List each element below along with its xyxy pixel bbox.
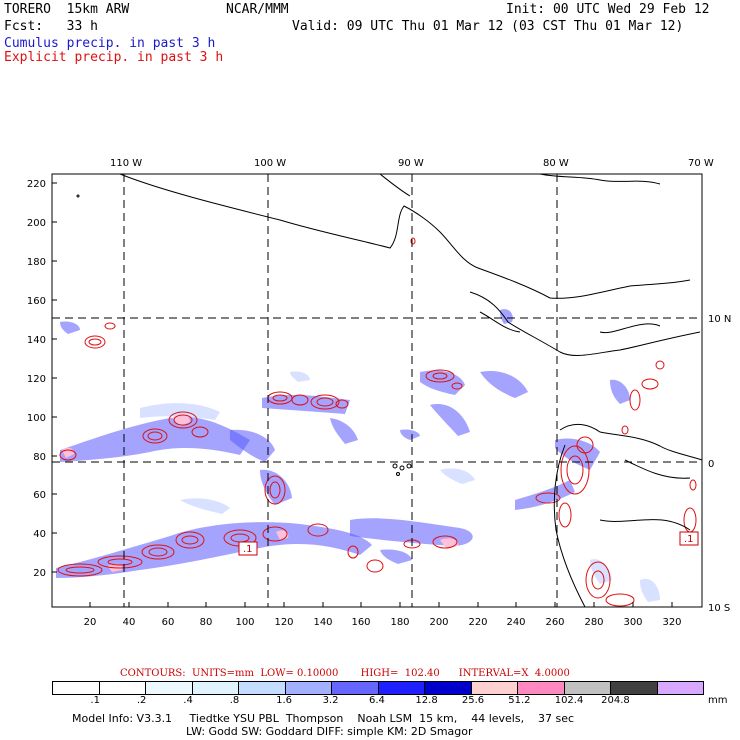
center-label: NCAR/MMM	[226, 2, 289, 17]
cumulus-precip-shading	[56, 309, 630, 578]
lat-label-10s: 10 S	[708, 603, 730, 614]
lon-label-110w: 110 W	[110, 158, 142, 169]
model-info-line2: LW: Godd SW: Goddard DIFF: simple KM: 2D…	[186, 725, 473, 738]
color-bar-swatch	[471, 682, 518, 694]
x-tick-240: 240	[506, 617, 525, 628]
color-bar-tick-label: .1	[90, 695, 100, 706]
y-tick-60: 60	[33, 490, 46, 501]
color-bar-tick-label: 3.2	[322, 695, 339, 706]
model-info-line1: Model Info: V3.3.1 Tiedtke YSU PBL Thomp…	[72, 712, 575, 725]
lat-label-0: 0	[708, 459, 714, 470]
explicit-precip-contours	[57, 237, 697, 607]
color-bar-swatch	[285, 682, 332, 694]
x-tick-80: 80	[200, 617, 213, 628]
color-bar-swatch	[146, 682, 193, 694]
y-axis-labels: 220 200 180 160 140 120 100 80 60 40 20	[27, 179, 46, 579]
lon-label-70w: 70 W	[688, 158, 714, 169]
color-bar-swatch	[99, 682, 146, 694]
color-bar-tick-label: 25.6	[461, 695, 485, 706]
y-tick-20: 20	[33, 568, 46, 579]
x-tick-120: 120	[274, 617, 293, 628]
y-tick-80: 80	[33, 452, 46, 463]
lon-label-80w: 80 W	[543, 158, 569, 169]
color-bar-tick-label: 12.8	[415, 695, 438, 706]
color-bar-swatch	[425, 682, 472, 694]
y-tick-220: 220	[27, 179, 46, 190]
color-bar-tick-label: .4	[183, 695, 193, 706]
color-bar-swatch	[611, 682, 658, 694]
x-tick-20: 20	[84, 617, 97, 628]
cumulus-label: Cumulus precip. in past 3 h	[4, 36, 216, 51]
forecast-hour: Fcst: 33 h	[4, 19, 98, 34]
x-tick-280: 280	[584, 617, 603, 628]
x-tick-180: 180	[390, 617, 409, 628]
y-tick-180: 180	[27, 257, 46, 268]
x-tick-160: 160	[351, 617, 370, 628]
x-tick-60: 60	[162, 617, 175, 628]
model-title: TORERO 15km ARW	[4, 2, 130, 17]
color-bar	[52, 681, 704, 695]
graticule	[52, 174, 702, 607]
color-bar-swatch	[239, 682, 286, 694]
y-tick-160: 160	[27, 296, 46, 307]
x-tick-140: 140	[313, 617, 332, 628]
lat-label-10n: 10 N	[708, 314, 731, 325]
legend-title: CONTOURS: UNITS=mm LOW= 0.10000 HIGH= 10…	[120, 668, 570, 679]
color-bar-tick-label: 6.4	[369, 695, 385, 706]
lon-label-90w: 90 W	[398, 158, 424, 169]
color-bar-swatch	[564, 682, 611, 694]
x-tick-260: 260	[545, 617, 564, 628]
max-label-text-1: .1	[243, 544, 253, 555]
color-bar-swatch	[378, 682, 425, 694]
x-axis-labels: 20 40 60 80 100 120 140 160 180 200 220 …	[84, 617, 682, 628]
y-tick-140: 140	[27, 335, 46, 346]
x-tick-200: 200	[429, 617, 448, 628]
valid-time: Valid: 09 UTC Thu 01 Mar 12 (03 CST Thu …	[292, 19, 684, 34]
y-tick-200: 200	[27, 218, 46, 229]
color-bar-tick-label: 51.2	[508, 695, 531, 706]
x-tick-320: 320	[662, 617, 681, 628]
legend-unit: mm	[708, 695, 728, 706]
x-tick-100: 100	[235, 617, 254, 628]
axis-ticks	[52, 182, 673, 607]
color-bar-swatch	[332, 682, 379, 694]
x-tick-220: 220	[468, 617, 487, 628]
color-bar-tick-label: .2	[136, 695, 147, 706]
color-bar-tick-label: 102.4	[554, 695, 584, 706]
y-tick-40: 40	[33, 529, 46, 540]
max-label-box-2: .1	[679, 531, 699, 546]
max-label-box-1: .1	[238, 541, 258, 556]
y-tick-120: 120	[27, 374, 46, 385]
color-bar-tick-label: .8	[229, 695, 240, 706]
color-bar-tick-label: 1.6	[276, 695, 293, 706]
init-time: Init: 00 UTC Wed 29 Feb 12	[506, 2, 710, 17]
color-bar-swatch	[518, 682, 565, 694]
color-bar-tick-label: 204.8	[601, 695, 630, 706]
y-tick-100: 100	[27, 413, 46, 424]
x-tick-300: 300	[623, 617, 642, 628]
max-label-text-2: .1	[684, 534, 694, 545]
x-tick-40: 40	[123, 617, 136, 628]
explicit-label: Explicit precip. in past 3 h	[4, 50, 224, 65]
color-bar-swatch	[657, 682, 703, 694]
color-bar-swatch	[53, 682, 100, 694]
lon-label-100w: 100 W	[254, 158, 286, 169]
map-plot-area: .1 .1	[51, 173, 703, 608]
color-bar-swatch	[192, 682, 239, 694]
